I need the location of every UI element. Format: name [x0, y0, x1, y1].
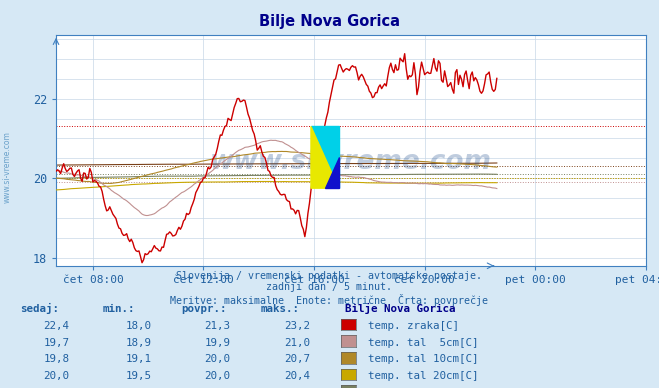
Text: 23,2: 23,2: [284, 321, 310, 331]
Text: 22,4: 22,4: [43, 321, 69, 331]
Text: www.si-vreme.com: www.si-vreme.com: [3, 131, 12, 203]
Text: 20,0: 20,0: [205, 371, 231, 381]
Text: min.:: min.:: [102, 304, 134, 314]
Text: Slovenija / vremenski podatki - avtomatske postaje.: Slovenija / vremenski podatki - avtomats…: [177, 271, 482, 281]
Text: temp. tal 10cm[C]: temp. tal 10cm[C]: [368, 354, 478, 364]
Text: 20,4: 20,4: [284, 371, 310, 381]
Text: 18,0: 18,0: [126, 321, 152, 331]
Text: maks.:: maks.:: [260, 304, 299, 314]
Text: 21,0: 21,0: [284, 338, 310, 348]
Text: temp. tal  5cm[C]: temp. tal 5cm[C]: [368, 338, 478, 348]
Text: 20,0: 20,0: [43, 371, 69, 381]
Text: Bilje Nova Gorica: Bilje Nova Gorica: [345, 303, 455, 314]
Text: 19,7: 19,7: [43, 338, 69, 348]
Text: temp. tal 20cm[C]: temp. tal 20cm[C]: [368, 371, 478, 381]
Text: 19,9: 19,9: [205, 338, 231, 348]
Text: 19,5: 19,5: [126, 371, 152, 381]
Text: 20,7: 20,7: [284, 354, 310, 364]
Text: www.si-vreme.com: www.si-vreme.com: [210, 149, 492, 175]
Polygon shape: [311, 126, 339, 188]
Text: 21,3: 21,3: [205, 321, 231, 331]
Text: sedaj:: sedaj:: [20, 303, 59, 314]
Text: Meritve: maksimalne  Enote: metrične  Črta: povprečje: Meritve: maksimalne Enote: metrične Črta…: [171, 294, 488, 306]
Text: zadnji dan / 5 minut.: zadnji dan / 5 minut.: [266, 282, 393, 293]
Text: temp. zraka[C]: temp. zraka[C]: [368, 321, 459, 331]
Text: povpr.:: povpr.:: [181, 304, 227, 314]
Text: 20,0: 20,0: [205, 354, 231, 364]
Text: 18,9: 18,9: [126, 338, 152, 348]
Text: 19,8: 19,8: [43, 354, 69, 364]
Polygon shape: [311, 126, 339, 188]
Polygon shape: [325, 157, 339, 188]
Text: Bilje Nova Gorica: Bilje Nova Gorica: [259, 14, 400, 29]
Text: 19,1: 19,1: [126, 354, 152, 364]
